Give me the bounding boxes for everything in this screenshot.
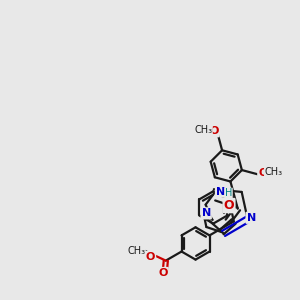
Text: N: N [202,208,211,218]
Text: O: O [146,252,155,262]
Text: O: O [158,268,168,278]
Text: CH₃: CH₃ [194,125,212,135]
Text: CH₃: CH₃ [265,167,283,177]
Text: H: H [225,188,232,198]
Text: O: O [209,126,218,136]
Text: N: N [216,187,225,197]
Text: N: N [247,213,256,223]
Text: O: O [224,199,234,212]
Text: CH₃: CH₃ [127,246,145,256]
Text: O: O [258,168,268,178]
